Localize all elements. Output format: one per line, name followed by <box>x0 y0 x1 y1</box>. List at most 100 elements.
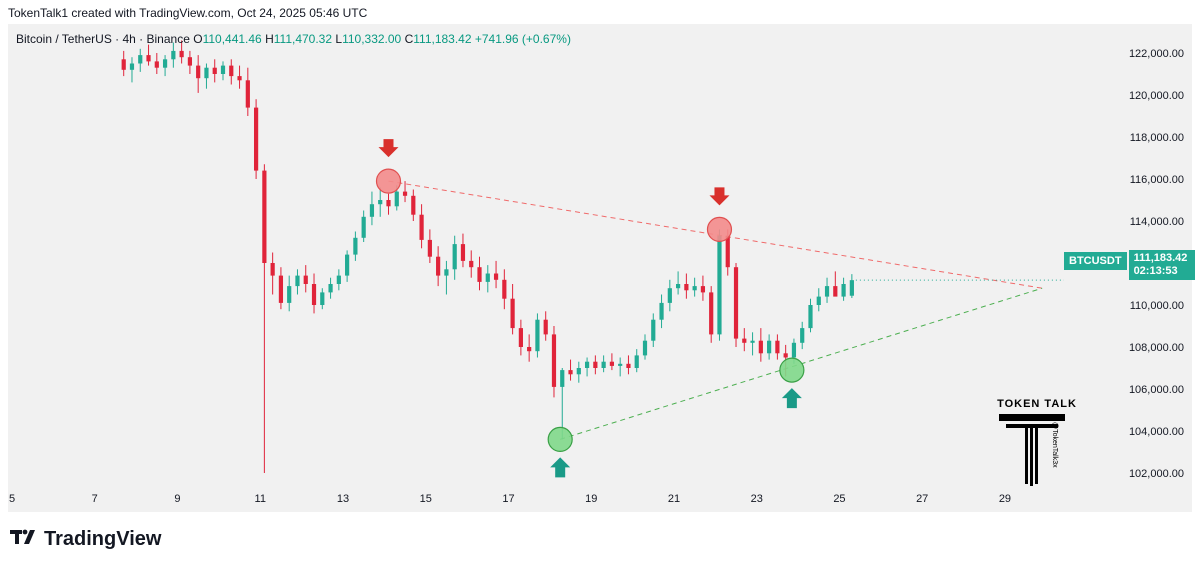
candle-body <box>353 237 358 255</box>
candle-body <box>684 284 689 291</box>
x-tick-label: 11 <box>255 493 266 505</box>
candle-body <box>626 363 631 368</box>
candle-body <box>419 214 424 240</box>
candle-body <box>187 57 193 66</box>
symbol-legend: Bitcoin / TetherUS · 4h · Binance O110,4… <box>16 32 571 46</box>
candle-body <box>460 244 466 261</box>
candle-body <box>535 319 540 352</box>
watermark-handle: @TokenTalk3x <box>1051 422 1058 468</box>
candle-body <box>783 353 788 358</box>
candle-body <box>584 361 590 368</box>
resistance-touch-marker <box>375 168 402 194</box>
y-tick-label: 120,000.00 <box>1129 90 1184 102</box>
candle-body <box>253 107 259 171</box>
chart-area[interactable]: 102,000.00 104,000.00 106,000.00 108,000.00… <box>8 24 1192 512</box>
candle-body <box>601 361 606 368</box>
candle-body <box>816 296 821 305</box>
y-tick-label: 122,000.00 <box>1129 48 1184 60</box>
x-tick-label: 9 <box>174 493 180 505</box>
candle-body <box>733 267 739 339</box>
y-tick-label: 102,000.00 <box>1129 468 1184 480</box>
down-arrow-icon <box>709 187 730 206</box>
candle-body <box>692 286 697 291</box>
x-tick-label: 13 <box>337 493 349 505</box>
candle-body <box>593 361 598 368</box>
candle-body <box>775 340 780 354</box>
candle-body <box>336 275 341 284</box>
y-tick-label: 106,000.00 <box>1129 384 1184 396</box>
candle-body <box>791 342 797 358</box>
candle-body <box>700 286 706 293</box>
token-talk-watermark: TOKEN TALK @TokenTalk3x <box>994 398 1080 490</box>
price-tag-box: 111,183.42 02:13:53 <box>1128 250 1195 280</box>
candle-body <box>618 363 623 366</box>
candle-body <box>510 298 515 329</box>
candle-body <box>824 286 830 297</box>
legend-open: 110,441.46 <box>202 32 262 46</box>
candle-body <box>427 239 432 257</box>
candle-body <box>287 286 292 303</box>
x-tick-label: 25 <box>833 493 845 505</box>
resistance-trendline <box>388 180 1043 289</box>
candle-body <box>709 292 714 335</box>
candle-body <box>841 284 846 297</box>
candle-body <box>800 328 805 343</box>
candle-body <box>138 55 143 64</box>
candle-body <box>411 195 416 215</box>
candle-body <box>725 235 730 268</box>
candle-body <box>502 279 507 299</box>
price-tag-price: 111,183.42 <box>1133 252 1188 264</box>
x-tick-label: 19 <box>585 493 597 505</box>
price-tag-countdown: 02:13:53 <box>1133 265 1178 277</box>
candle-body <box>543 319 548 335</box>
legend-change: +741.96 (+0.67%) <box>474 32 571 46</box>
candle-body <box>171 50 176 60</box>
candle-body <box>568 370 573 375</box>
candle-body <box>303 275 308 284</box>
candle-body <box>485 273 490 282</box>
tradingview-logo[interactable]: TradingView <box>10 528 161 551</box>
candle-body <box>675 284 681 289</box>
candle-body <box>560 370 565 387</box>
resistance-touch-marker <box>706 216 733 242</box>
watermark-t-logo <box>999 414 1065 490</box>
candle-body <box>179 50 184 58</box>
candle-body <box>444 269 449 276</box>
candle-body <box>477 267 482 282</box>
candle-body <box>245 80 250 108</box>
down-arrow-icon <box>378 139 399 158</box>
candle-body <box>808 305 813 329</box>
candle-body <box>436 256 441 276</box>
candle-body <box>527 347 532 352</box>
candle-body <box>750 340 755 343</box>
legend-low-label: L <box>335 32 343 46</box>
candle-body <box>121 59 126 70</box>
candle-body <box>262 170 267 263</box>
up-arrow-icon <box>781 388 802 409</box>
support-touch-marker <box>547 426 573 452</box>
legend-high: 111,470.32 <box>273 32 333 46</box>
candle-body <box>651 319 656 341</box>
candle-body <box>162 59 168 68</box>
x-tick-label: 5 <box>9 493 15 505</box>
candle-body <box>278 275 284 303</box>
x-tick-label: 7 <box>92 493 98 505</box>
candle-body <box>378 200 383 205</box>
candle-body <box>758 340 763 354</box>
x-tick-label: 27 <box>916 493 928 505</box>
candle-body <box>154 61 159 68</box>
x-tick-label: 15 <box>420 493 432 505</box>
candle-body <box>345 254 350 276</box>
candle-body <box>659 302 664 320</box>
candle-body <box>328 284 333 293</box>
candle-body <box>386 200 391 207</box>
legend-symbol: Bitcoin / TetherUS · 4h · Binance <box>16 32 190 46</box>
candle-body <box>642 340 648 356</box>
candle-body <box>204 67 209 79</box>
candle-body <box>146 55 151 62</box>
y-tick-label: 108,000.00 <box>1129 342 1184 354</box>
tradingview-mark-icon <box>10 529 36 551</box>
legend-high-label: H <box>265 32 274 46</box>
tradingview-wordmark: TradingView <box>44 528 162 550</box>
candle-body <box>295 275 300 287</box>
